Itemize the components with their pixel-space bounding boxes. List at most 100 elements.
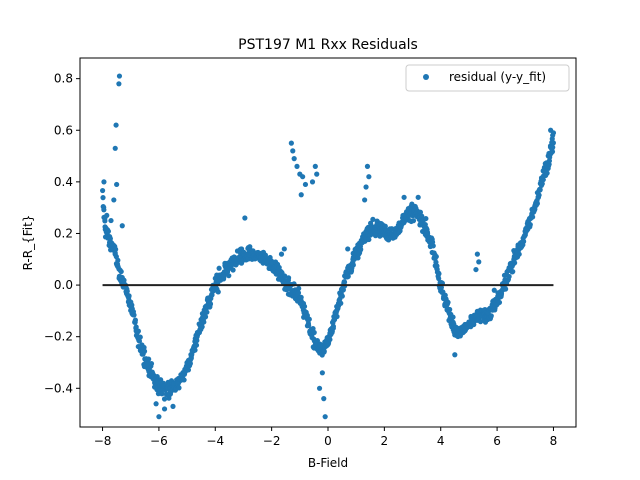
data-point xyxy=(209,292,215,298)
data-point xyxy=(544,170,550,176)
data-point xyxy=(226,273,232,279)
data-point xyxy=(118,268,124,275)
data-point xyxy=(309,179,316,185)
data-point xyxy=(302,181,309,188)
x-tick-label: −2 xyxy=(263,434,281,448)
data-point xyxy=(447,306,453,313)
data-point xyxy=(430,243,436,249)
data-point xyxy=(295,290,302,296)
data-point xyxy=(116,73,123,79)
data-point xyxy=(520,238,526,244)
data-point xyxy=(415,194,421,200)
data-point xyxy=(296,285,302,292)
data-point xyxy=(281,246,287,252)
data-point xyxy=(345,246,351,252)
y-axis-label: R-R_{Fit} xyxy=(21,215,35,271)
data-point xyxy=(113,122,119,128)
data-point xyxy=(366,236,372,243)
data-point xyxy=(161,406,168,412)
data-point xyxy=(181,377,187,383)
data-point xyxy=(341,279,348,285)
y-tick-label: −0.2 xyxy=(44,330,73,344)
data-point xyxy=(132,317,138,323)
data-point xyxy=(491,287,497,293)
data-point xyxy=(366,174,372,180)
data-point xyxy=(116,81,122,87)
data-point xyxy=(312,163,318,169)
data-point xyxy=(221,274,227,280)
x-tick-label: 0 xyxy=(324,434,332,448)
data-point xyxy=(298,192,304,198)
y-tick-label: 0.0 xyxy=(54,278,73,292)
legend-marker xyxy=(423,74,429,80)
data-point xyxy=(129,302,135,308)
data-point xyxy=(148,360,155,367)
y-tick-label: 0.4 xyxy=(54,175,73,189)
data-point xyxy=(131,312,137,318)
data-point xyxy=(321,348,327,354)
data-point xyxy=(473,266,479,273)
data-point xyxy=(330,323,336,329)
data-point xyxy=(370,216,376,222)
data-point xyxy=(339,293,345,299)
data-point xyxy=(112,145,118,151)
data-point xyxy=(314,171,320,177)
data-point xyxy=(334,313,340,320)
x-tick-label: −4 xyxy=(206,434,224,448)
data-point xyxy=(294,163,300,169)
data-point xyxy=(100,187,106,194)
data-point xyxy=(146,356,152,362)
data-point xyxy=(300,174,306,180)
data-point xyxy=(216,265,222,271)
data-point xyxy=(550,130,557,136)
data-point xyxy=(119,223,125,229)
plot-area xyxy=(80,58,576,427)
x-tick-label: 8 xyxy=(550,434,558,448)
data-point xyxy=(306,322,312,329)
data-point xyxy=(242,215,248,221)
data-point xyxy=(539,181,545,187)
data-point xyxy=(124,288,130,294)
data-point xyxy=(550,144,556,150)
data-point xyxy=(338,300,344,306)
data-point xyxy=(506,273,512,280)
data-point xyxy=(327,336,333,343)
data-point xyxy=(488,313,494,319)
y-tick-label: 0.6 xyxy=(54,123,73,137)
x-tick-label: −6 xyxy=(150,434,168,448)
data-point xyxy=(141,348,148,354)
data-point xyxy=(108,217,114,224)
data-point xyxy=(350,262,356,268)
data-point xyxy=(536,192,542,198)
data-point xyxy=(438,284,444,291)
data-point xyxy=(282,273,288,279)
data-point xyxy=(278,251,285,257)
data-point xyxy=(201,319,207,325)
data-point xyxy=(301,303,308,310)
x-tick-label: −8 xyxy=(94,434,112,448)
data-point xyxy=(537,187,543,193)
data-point xyxy=(410,218,417,224)
y-tick-label: −0.4 xyxy=(44,381,73,395)
x-axis-label: B-Field xyxy=(308,456,348,470)
data-point xyxy=(423,215,429,222)
data-point xyxy=(135,328,141,334)
data-point xyxy=(503,286,509,292)
data-point xyxy=(215,289,221,295)
y-tick-label: 0.2 xyxy=(54,226,73,240)
data-point xyxy=(321,396,327,402)
data-point xyxy=(452,352,458,358)
data-point xyxy=(450,314,456,320)
legend-box xyxy=(405,64,570,92)
data-point xyxy=(362,197,368,203)
data-point xyxy=(137,334,143,340)
x-tick-label: 4 xyxy=(437,434,445,448)
data-point xyxy=(101,207,107,213)
data-point xyxy=(474,251,480,257)
data-point xyxy=(161,396,168,402)
y-axis: −0.4 −0.2 0.0 0.2 0.4 0.6 0.8 xyxy=(44,72,80,395)
data-point xyxy=(355,255,361,261)
data-point xyxy=(202,314,209,320)
data-point xyxy=(527,222,533,228)
